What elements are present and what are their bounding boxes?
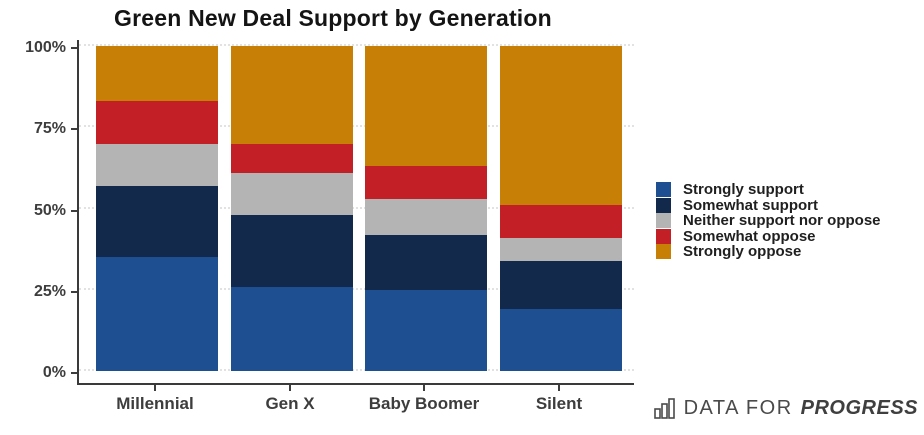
legend-swatch (656, 182, 671, 198)
legend: Strongly support Somewhat support Neither … (656, 182, 881, 260)
gridline-100% (79, 44, 634, 46)
segment-millennial-strongly-oppose (96, 46, 218, 102)
y-tick-label: 50% (33, 201, 66, 219)
y-axis: 0% 25% 50% 75% 100% (0, 39, 77, 385)
legend-item-strongly-support: Strongly support (656, 182, 881, 198)
segment-gen-x-strongly-oppose (231, 46, 353, 144)
legend-label: Neither support nor oppose (683, 212, 881, 230)
x-tick-mark (289, 385, 291, 391)
segment-baby-boomer-somewhat-oppose (365, 166, 487, 199)
segment-millennial-strongly-support (96, 257, 218, 371)
segment-millennial-somewhat-oppose (96, 101, 218, 144)
segment-baby-boomer-neither-support-nor-oppose (365, 198, 487, 235)
legend-swatch (656, 197, 671, 213)
brand-prefix: DATA FOR (683, 397, 793, 419)
segment-silent-neither-support-nor-oppose (500, 237, 622, 261)
legend-item-somewhat-support: Somewhat support (656, 196, 881, 214)
bar-millennial (96, 46, 218, 371)
legend-swatch (656, 213, 671, 229)
y-tick-mark (71, 47, 77, 49)
gridline-25% (79, 287, 634, 290)
y-tick-label: 25% (33, 282, 66, 300)
segment-gen-x-somewhat-oppose (231, 143, 353, 173)
x-tick-label-silent: Silent (535, 394, 583, 413)
plot-area (77, 40, 634, 385)
segment-baby-boomer-somewhat-support (365, 234, 487, 290)
segment-millennial-neither-support-nor-oppose (96, 143, 218, 186)
brand-mark: DATA FOR PROGRESS (653, 397, 918, 420)
bar-gen-x (231, 46, 353, 371)
segment-baby-boomer-strongly-support (365, 289, 487, 371)
bar-silent (500, 46, 622, 371)
segment-millennial-somewhat-support (96, 185, 218, 258)
gridline-75% (79, 125, 634, 128)
x-tick-mark (558, 385, 560, 391)
legend-swatch (656, 244, 671, 260)
segment-gen-x-strongly-support (231, 286, 353, 371)
legend-label: Strongly oppose (683, 243, 802, 261)
legend-item-neither-support-nor-oppose: Neither support nor oppose (656, 213, 881, 229)
x-tick-mark (423, 385, 425, 391)
bar-baby-boomer (365, 46, 487, 371)
x-tick-label-baby-boomer: Baby Boomer (368, 394, 480, 413)
y-tick-mark (71, 128, 77, 131)
y-tick-mark (71, 372, 77, 374)
x-tick-label-gen-x: Gen X (265, 394, 315, 413)
segment-silent-strongly-oppose (500, 46, 622, 206)
segment-silent-somewhat-support (500, 260, 622, 310)
legend-label: Strongly support (683, 181, 804, 199)
brand-name: PROGRESS (800, 397, 918, 419)
y-tick-label: 75% (33, 120, 66, 138)
y-tick-mark (71, 209, 77, 212)
x-tick-mark (154, 385, 156, 391)
y-tick-mark (71, 290, 77, 293)
legend-label: Somewhat support (683, 196, 819, 214)
segment-gen-x-neither-support-nor-oppose (231, 172, 353, 215)
bar-chart-icon (653, 397, 675, 419)
gridline-50% (79, 206, 634, 209)
segment-gen-x-somewhat-support (231, 215, 353, 287)
x-tick-label-millennial: Millennial (116, 394, 194, 413)
legend-swatch (656, 228, 671, 244)
chart-title: Green New Deal Support by Generation (114, 5, 552, 31)
legend-label: Somewhat oppose (683, 227, 816, 245)
legend-item-somewhat-oppose: Somewhat oppose (656, 227, 881, 245)
segment-baby-boomer-strongly-oppose (365, 46, 487, 167)
gridline-0% (79, 369, 634, 371)
x-axis: Millennial Gen X Baby Boomer Silent (77, 385, 634, 430)
y-tick-label: 100% (25, 39, 66, 56)
legend-item-strongly-oppose: Strongly oppose (656, 244, 881, 260)
segment-silent-strongly-support (500, 309, 622, 371)
segment-silent-somewhat-oppose (500, 205, 622, 238)
y-tick-label: 0% (42, 364, 66, 381)
